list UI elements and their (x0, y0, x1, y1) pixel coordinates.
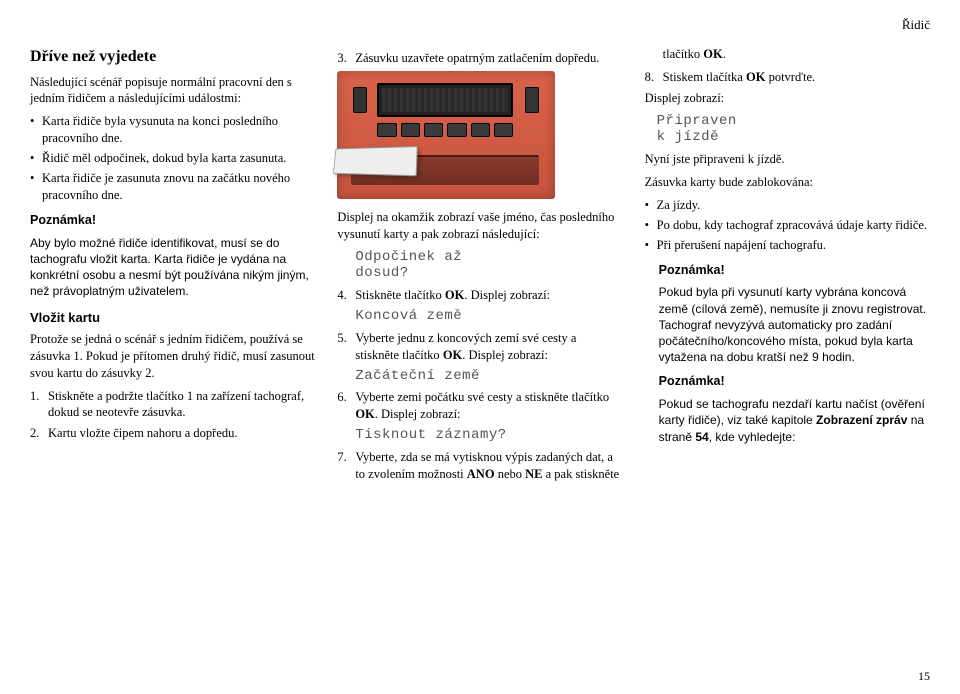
device-knob-right (525, 87, 539, 113)
step-item: 7. Vyberte, zda se má vytisknou výpis za… (337, 449, 622, 483)
step-text: Zásuvku uzavřete opatrným zatlačením dop… (355, 51, 599, 65)
locked-intro: Zásuvka karty bude zablokována: (645, 174, 930, 191)
after-step8-text: Displej zobrazí: (645, 90, 930, 107)
tachograph-illustration (337, 71, 555, 199)
ready-text: Nyní jste připraveni k jízdě. (645, 151, 930, 168)
step-number: 3. (337, 50, 346, 67)
step-number: 6. (337, 389, 346, 406)
step-number: 7. (337, 449, 346, 466)
section-header: Řidič (902, 16, 930, 34)
step-text: Vyberte zemi počátku své cesty a stiskně… (355, 390, 609, 421)
continuation-text: tlačítko OK. (645, 46, 930, 63)
display-message-1: Odpočinek až dosud? (355, 249, 622, 283)
step-number: 1. (30, 388, 39, 405)
step-item: 3. Zásuvku uzavřete opatrným zatlačením … (337, 50, 622, 67)
steps-list-1: 1. Stiskněte a podržte tlačítko 1 na zař… (30, 388, 315, 443)
list-item: Karta řidiče je zasunuta znovu na začátk… (30, 170, 315, 204)
steps-list-5: 6. Vyberte zemi počátku své cesty a stis… (337, 389, 622, 423)
list-item: Karta řidiče byla vysunuta na konci posl… (30, 113, 315, 147)
column-1: Dříve než vyjedete Následující scénář po… (30, 46, 315, 487)
step-number: 2. (30, 425, 39, 442)
page-number: 15 (918, 668, 930, 684)
column-2: 3. Zásuvku uzavřete opatrným zatlačením … (337, 46, 622, 487)
device-card (333, 146, 418, 176)
steps-list-4: 5. Vyberte jednu z koncových zemí své ce… (337, 330, 622, 364)
steps-list-7: 8. Stiskem tlačítka OK potvrďte. (645, 69, 930, 86)
note-body: Pokud byla při vysunutí karty vybrána ko… (659, 284, 930, 365)
note-label: Poznámka! (659, 373, 930, 390)
steps-list-6: 7. Vyberte, zda se má vytisknou výpis za… (337, 449, 622, 483)
device-button-row (377, 123, 513, 137)
events-list: Karta řidiče byla vysunuta na konci posl… (30, 113, 315, 203)
step-item: 2. Kartu vložte čipem nahoru a dopředu. (30, 425, 315, 442)
step-number: 4. (337, 287, 346, 304)
display-message-3: Začáteční země (355, 368, 622, 385)
step-text: Stiskněte a podržte tlačítko 1 na zaříze… (48, 389, 304, 420)
device-knob-left (353, 87, 367, 113)
step-item: 8. Stiskem tlačítka OK potvrďte. (645, 69, 930, 86)
step-text: Stiskem tlačítka OK potvrďte. (663, 70, 816, 84)
list-item: Řidič měl odpočinek, dokud byla karta za… (30, 150, 315, 167)
list-item: Za jízdy. (645, 197, 930, 214)
step-item: 1. Stiskněte a podržte tlačítko 1 na zař… (30, 388, 315, 422)
intro-paragraph: Následující scénář popisuje normální pra… (30, 74, 315, 108)
column-3: tlačítko OK. 8. Stiskem tlačítka OK potv… (645, 46, 930, 487)
step-text: Stiskněte tlačítko OK. Displej zobrazí: (355, 288, 550, 302)
step-number: 8. (645, 69, 654, 86)
page-title: Dříve než vyjedete (30, 46, 315, 68)
step-item: 5. Vyberte jednu z koncových zemí své ce… (337, 330, 622, 364)
step-item: 4. Stiskněte tlačítko OK. Displej zobraz… (337, 287, 622, 304)
locked-list: Za jízdy. Po dobu, kdy tachograf zpracov… (645, 197, 930, 254)
note-body: Aby bylo možné řidiče identifikovat, mus… (30, 235, 315, 300)
list-item: Při přerušení napájení tachografu. (645, 237, 930, 254)
step-text: Vyberte jednu z koncových zemí své cesty… (355, 331, 576, 362)
step-item: 6. Vyberte zemi počátku své cesty a stis… (337, 389, 622, 423)
device-screen (377, 83, 513, 117)
display-message-5: Připraven k jízdě (657, 113, 930, 147)
note-label: Poznámka! (659, 262, 930, 279)
list-item: Po dobu, kdy tachograf zpracovává údaje … (645, 217, 930, 234)
display-message-4: Tisknout záznamy? (355, 427, 622, 444)
note-label: Poznámka! (30, 212, 315, 229)
step-text: Kartu vložte čipem nahoru a dopředu. (48, 426, 238, 440)
insert-intro: Protože se jedná o scénář s jedním řidič… (30, 331, 315, 382)
page-columns: Dříve než vyjedete Následující scénář po… (30, 46, 930, 487)
steps-list-2: 3. Zásuvku uzavřete opatrným zatlačením … (337, 50, 622, 67)
insert-card-heading: Vložit kartu (30, 309, 315, 327)
steps-list-3: 4. Stiskněte tlačítko OK. Displej zobraz… (337, 287, 622, 304)
display-message-2: Koncová země (355, 308, 622, 325)
after-device-text: Displej na okamžik zobrazí vaše jméno, č… (337, 209, 622, 243)
note-body: Pokud se tachografu nezdaří kartu načíst… (659, 396, 930, 445)
step-text: Vyberte, zda se má vytisknou výpis zadan… (355, 450, 619, 481)
step-number: 5. (337, 330, 346, 347)
